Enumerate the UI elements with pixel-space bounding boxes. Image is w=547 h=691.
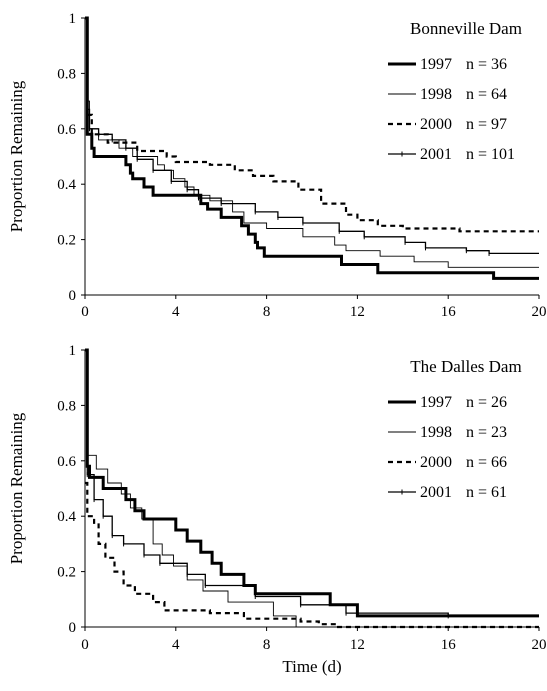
legend-label-year: 2001	[420, 146, 452, 163]
y-tick-label: 0.2	[57, 565, 76, 581]
chart-panel-2: 0 0.2 0.4 0.6 0.8 1 0 4 8 12 16 20 Proportion Remain…	[7, 343, 547, 676]
panel-title: The Dalles Dam	[410, 357, 521, 376]
legend-label-n: n = 64	[466, 86, 507, 103]
x-tick-label: 16	[441, 637, 457, 653]
legend-label-n: n = 66	[466, 454, 507, 471]
series-line-2000	[85, 16, 539, 233]
y-tick-label: 0	[69, 288, 77, 304]
series-line-1997	[85, 348, 539, 618]
x-tick-label: 12	[350, 304, 365, 320]
y-tick-label: 0.2	[57, 233, 76, 249]
x-tick-label: 12	[350, 637, 365, 653]
panel-title: Bonneville Dam	[410, 19, 522, 38]
legend-label-n: n = 61	[466, 484, 507, 501]
legend-label-year: 1998	[420, 86, 452, 103]
x-tick-label: 8	[263, 637, 271, 653]
y-tick-label: 0.4	[57, 177, 76, 193]
legend-label-n: n = 101	[466, 146, 515, 163]
legend-label-year: 1997	[420, 394, 452, 411]
series-line-2000	[85, 481, 539, 629]
y-tick-label: 0.6	[57, 122, 76, 138]
x-tick-label: 0	[81, 637, 89, 653]
y-tick-label: 0.8	[57, 398, 76, 414]
series-line-2001	[85, 349, 539, 617]
legend-label-n: n = 36	[466, 56, 507, 73]
x-axis-label: Time (d)	[282, 657, 341, 676]
y-tick-label: 0.4	[57, 509, 76, 525]
y-tick-label: 0.6	[57, 454, 76, 470]
y-tick-label: 1	[69, 343, 77, 359]
chart-panel-1: 0 0.2 0.4 0.6 0.8 1 0 4 8 12 16 20 Proportion Remain…	[7, 11, 547, 320]
legend-label-n: n = 26	[466, 394, 507, 411]
legend-label-year: 1998	[420, 424, 452, 441]
x-tick-label: 8	[263, 304, 271, 320]
x-tick-label: 20	[532, 637, 547, 653]
y-axis-label: Proportion Remaining	[7, 80, 26, 232]
legend-label-year: 1997	[420, 56, 452, 73]
x-tick-label: 4	[172, 304, 180, 320]
y-tick-label: 0.8	[57, 66, 76, 82]
legend-label-n: n = 97	[466, 116, 507, 133]
y-axis-label: Proportion Remaining	[7, 412, 26, 564]
y-tick-label: 0	[69, 620, 77, 636]
series-line-1997	[85, 16, 539, 280]
legend-label-n: n = 23	[466, 424, 507, 441]
series-line-1998	[85, 349, 539, 628]
y-tick-label: 1	[69, 11, 77, 27]
x-tick-label: 20	[532, 304, 547, 320]
x-tick-label: 16	[441, 304, 457, 320]
series-line-2001	[85, 17, 539, 255]
legend-label-year: 2000	[420, 454, 452, 471]
x-tick-label: 4	[172, 637, 180, 653]
x-tick-label: 0	[81, 304, 89, 320]
legend-label-year: 2000	[420, 116, 452, 133]
legend-label-year: 2001	[420, 484, 452, 501]
